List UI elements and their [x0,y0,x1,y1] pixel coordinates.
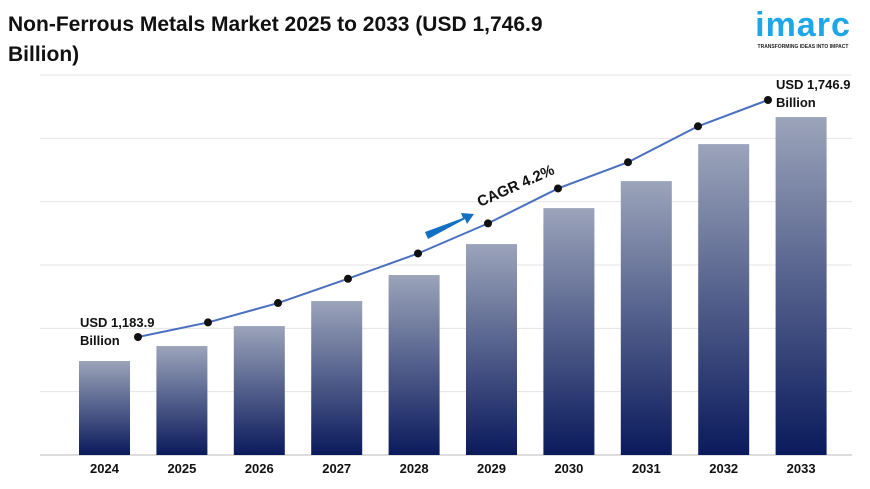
x-tick-label: 2025 [167,461,196,476]
bar-2026 [233,326,285,455]
trend-point-2030 [554,184,562,193]
x-tick-label: 2028 [400,461,429,476]
bar-2025 [156,346,208,455]
bar-2029 [466,244,517,455]
trend-point-2033 [764,96,772,104]
end-value-label: USD 1,746.9 Billion [776,77,851,110]
bar-2027 [311,301,363,455]
trend-point-2024 [134,333,142,341]
trend-line [137,99,769,338]
trend-point-2025 [204,318,212,327]
logo-tagline: TRANSFORMING IDEAS INTO IMPACT [757,44,849,50]
x-tick-label: 2029 [477,461,506,476]
x-tick-label: 2032 [709,461,738,476]
x-tick-label: 2024 [90,461,120,476]
x-tick-label: 2027 [322,461,351,476]
bar-2031 [620,181,672,456]
cagr-arrow [425,213,474,239]
trend-point-2027 [344,274,352,283]
cagr-label: CAGR 4.2% [475,162,557,211]
trend-point-2031 [624,158,632,167]
imarc-logo: imarc TRANSFORMING IDEAS INTO IMPACT [748,8,858,50]
bar-2032 [698,144,750,456]
trend-point-2026 [274,299,282,308]
logo-word: imarc [755,6,851,44]
trend-point-2029 [484,219,492,228]
chart-title: Non-Ferrous Metals Market 2025 to 2033 (… [8,13,543,66]
trend-point-2028 [414,249,422,258]
x-tick-label: 2033 [787,461,816,476]
start-value-label: USD 1,183.9 Billion [80,315,155,348]
bar-2033 [775,117,827,456]
bar-2024 [79,361,130,455]
bar-2030 [543,208,595,455]
x-tick-label: 2031 [632,461,661,476]
x-tick-label: 2026 [245,461,274,476]
x-tick-label: 2030 [554,461,583,476]
bar-2028 [388,275,440,455]
trend-point-2032 [694,122,702,131]
